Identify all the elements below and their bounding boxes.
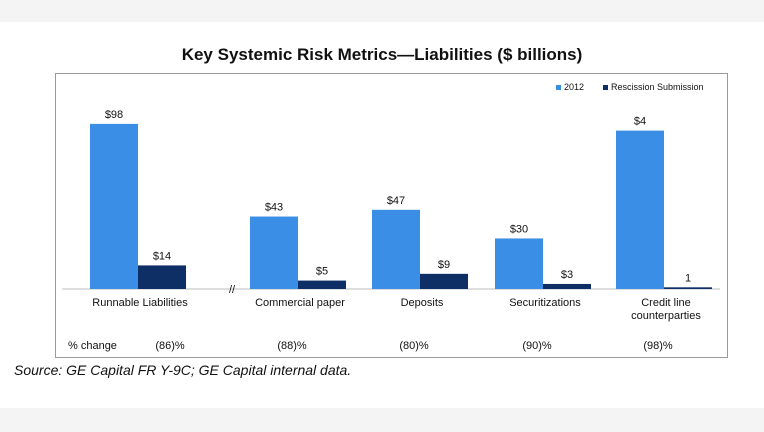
bar-2012-3 [495, 238, 543, 289]
bar-rescission-3 [543, 283, 591, 289]
data-label-2012-0: $98 [105, 109, 123, 121]
category-label-2: Deposits [401, 297, 444, 309]
data-label-2012-3: $30 [510, 223, 528, 235]
legend-label-rescission: Rescission Submission [611, 82, 704, 92]
data-label-2012-1: $43 [265, 202, 283, 214]
bar-2012-0 [90, 123, 138, 290]
pct-change-heading: % change [68, 340, 117, 352]
legend-label-2012: 2012 [564, 82, 584, 92]
bar-2012-4 [616, 130, 664, 289]
bars: $98 $14 Runnable Liabilities (86)% $43 $5 Comm… [90, 109, 712, 352]
pct-change-1: (88)% [277, 340, 307, 352]
pct-change-3: (90)% [522, 340, 552, 352]
data-label-rescission-0: $14 [153, 250, 171, 262]
data-label-2012-4: $4 [634, 116, 646, 128]
top-band [0, 0, 764, 22]
pct-change-4: (98)% [643, 340, 673, 352]
chart-title: Key Systemic Risk Metrics—Liabilities ($… [181, 45, 583, 64]
source-note: Source: GE Capital FR Y-9C; GE Capital i… [14, 362, 352, 378]
bar-rescission-0 [138, 265, 186, 289]
category-label-1: Commercial paper [255, 297, 345, 309]
data-label-2012-2: $47 [387, 195, 405, 207]
pct-change-2: (80)% [399, 340, 429, 352]
data-label-rescission-1: $5 [316, 266, 328, 278]
category-label-0: Runnable Liabilities [92, 297, 188, 309]
bar-2012-2 [372, 209, 420, 289]
bar-rescission-4 [664, 287, 712, 289]
axis-break-mark: // [229, 284, 236, 296]
bar-2012-1 [250, 216, 298, 289]
legend-swatch-2012 [556, 85, 561, 90]
pct-change-0: (86)% [155, 340, 185, 352]
bottom-band [0, 408, 764, 432]
category-label-4-1: counterparties [631, 310, 701, 322]
category-label-4-0: Credit line [641, 297, 691, 309]
legend: 2012 Rescission Submission [556, 82, 704, 92]
bar-rescission-2 [420, 273, 468, 289]
data-label-rescission-2: $9 [438, 259, 450, 271]
bar-rescission-1 [298, 280, 346, 289]
data-label-rescission-4: 1 [685, 272, 691, 284]
legend-swatch-rescission [603, 85, 608, 90]
category-label-3: Securitizations [509, 297, 581, 309]
data-label-rescission-3: $3 [561, 269, 573, 281]
